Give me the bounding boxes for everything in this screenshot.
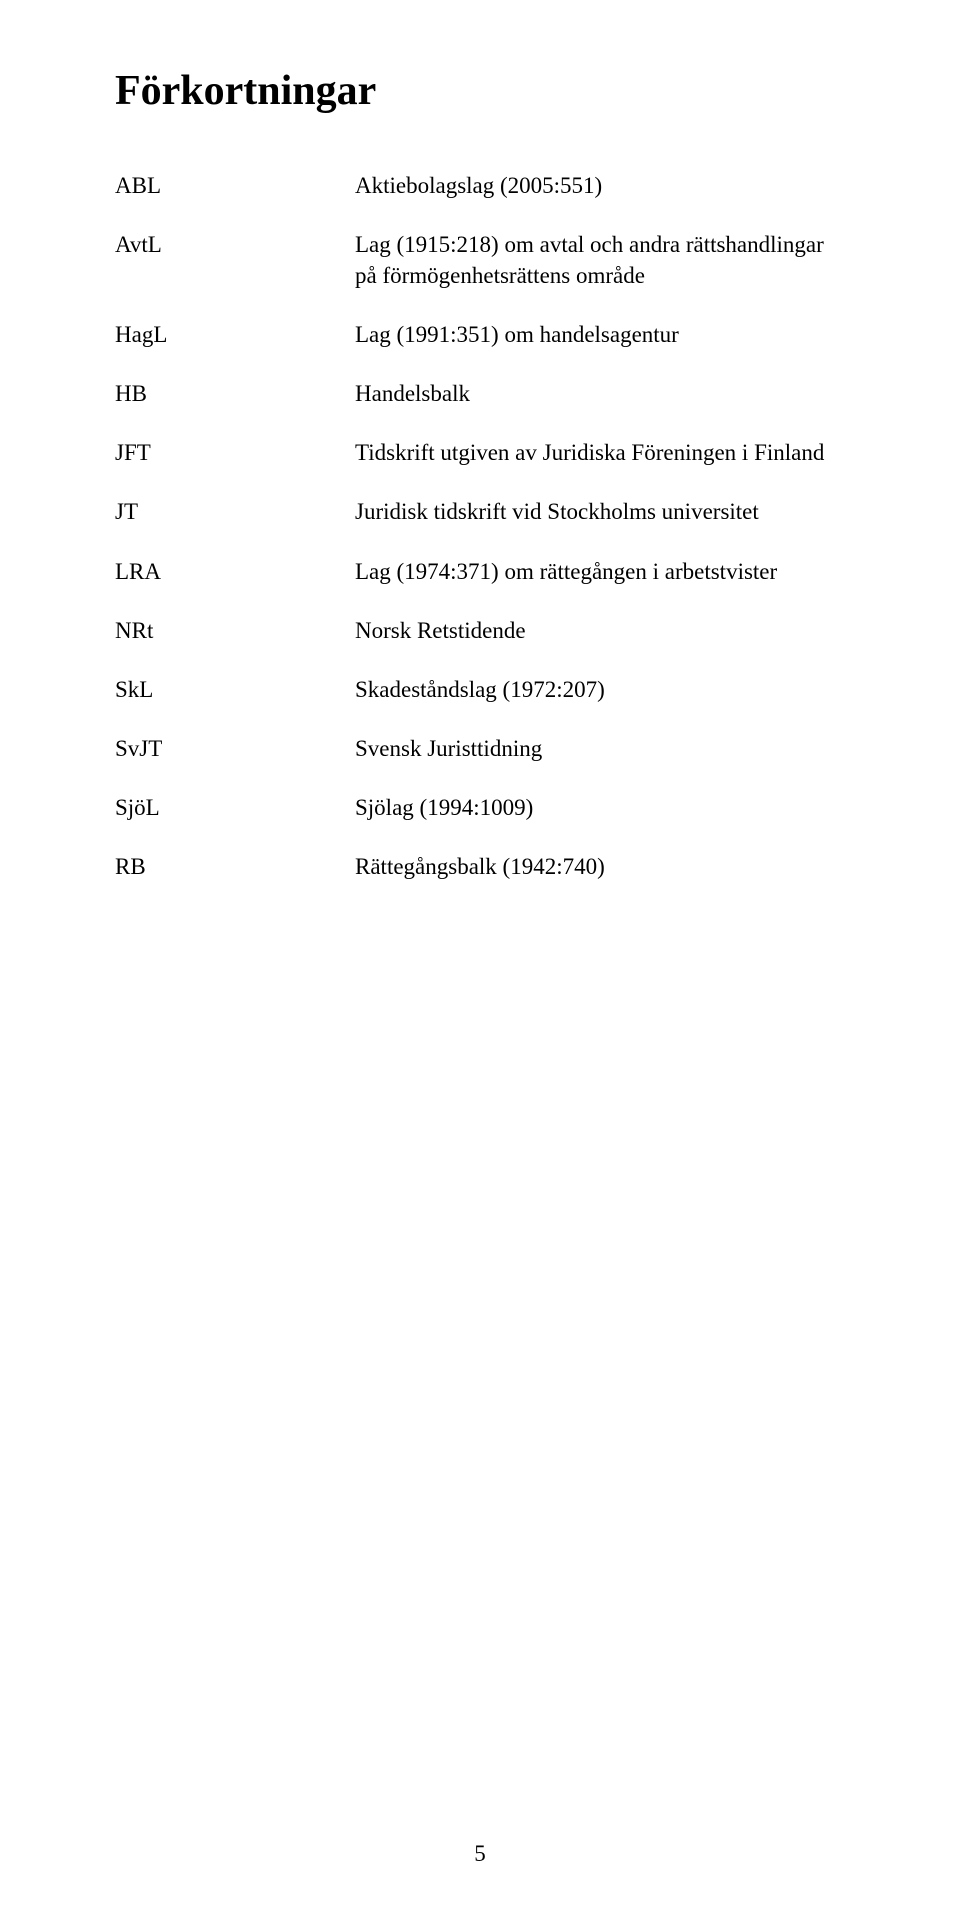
abbr-definition: Lag (1915:218) om avtal och andra rättsh…: [355, 229, 845, 291]
abbr-definition: Lag (1974:371) om rättegången i arbetstv…: [355, 556, 845, 587]
table-row: ABL Aktiebolagslag (2005:551): [115, 170, 845, 201]
table-row: HagL Lag (1991:351) om handelsagentur: [115, 319, 845, 350]
table-row: HB Handelsbalk: [115, 378, 845, 409]
abbr-definition: Lag (1991:351) om handelsagentur: [355, 319, 845, 350]
table-row: AvtL Lag (1915:218) om avtal och andra r…: [115, 229, 845, 291]
table-row: RB Rättegångsbalk (1942:740): [115, 851, 845, 882]
table-row: JT Juridisk tidskrift vid Stockholms uni…: [115, 496, 845, 527]
abbr-definition: Juridisk tidskrift vid Stockholms univer…: [355, 496, 845, 527]
abbr-term: NRt: [115, 615, 355, 646]
table-row: SvJT Svensk Juristtidning: [115, 733, 845, 764]
abbr-term: LRA: [115, 556, 355, 587]
abbr-definition: Tidskrift utgiven av Juridiska Föreninge…: [355, 437, 845, 468]
abbr-term: JFT: [115, 437, 355, 468]
abbr-term: RB: [115, 851, 355, 882]
page-number: 5: [0, 1841, 960, 1867]
abbr-definition: Sjölag (1994:1009): [355, 792, 845, 823]
abbr-term: HB: [115, 378, 355, 409]
abbr-term: AvtL: [115, 229, 355, 260]
abbr-term: SkL: [115, 674, 355, 705]
page-title: Förkortningar: [115, 68, 845, 114]
abbr-term: SvJT: [115, 733, 355, 764]
abbr-definition: Svensk Juristtidning: [355, 733, 845, 764]
abbr-definition: Handelsbalk: [355, 378, 845, 409]
abbreviations-table: ABL Aktiebolagslag (2005:551) AvtL Lag (…: [115, 170, 845, 882]
abbr-term: HagL: [115, 319, 355, 350]
abbr-term: SjöL: [115, 792, 355, 823]
table-row: SkL Skadeståndslag (1972:207): [115, 674, 845, 705]
abbr-definition: Norsk Retstidende: [355, 615, 845, 646]
abbr-definition: Aktiebolagslag (2005:551): [355, 170, 845, 201]
abbr-term: ABL: [115, 170, 355, 201]
abbr-definition: Rättegångsbalk (1942:740): [355, 851, 845, 882]
table-row: SjöL Sjölag (1994:1009): [115, 792, 845, 823]
abbr-term: JT: [115, 496, 355, 527]
abbr-definition: Skadeståndslag (1972:207): [355, 674, 845, 705]
table-row: JFT Tidskrift utgiven av Juridiska Fören…: [115, 437, 845, 468]
table-row: NRt Norsk Retstidende: [115, 615, 845, 646]
table-row: LRA Lag (1974:371) om rättegången i arbe…: [115, 556, 845, 587]
